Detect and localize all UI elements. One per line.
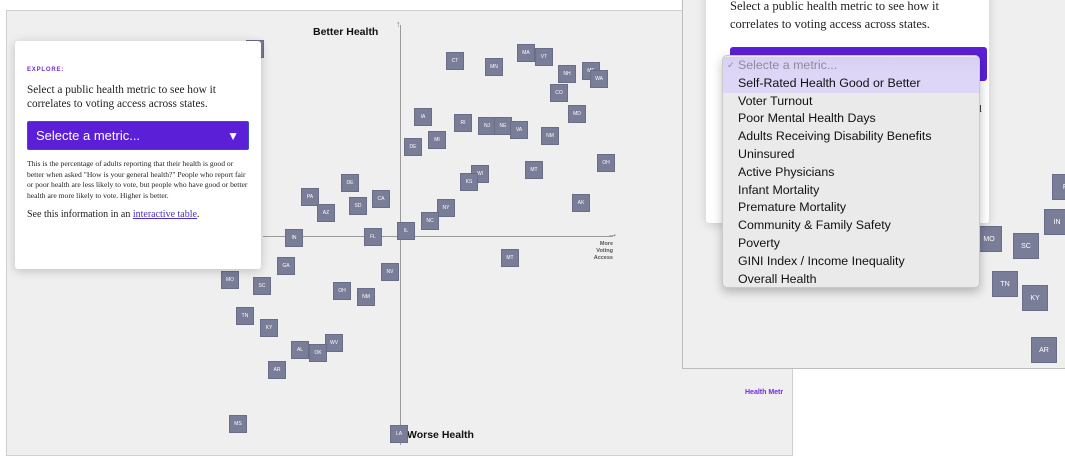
state-marker[interactable]: PA: [301, 188, 319, 206]
dropdown-option[interactable]: Poverty: [738, 235, 781, 250]
state-marker[interactable]: AL: [291, 341, 309, 359]
state-marker[interactable]: FL: [364, 228, 382, 246]
see-table-text: See this information in an interactive t…: [27, 209, 200, 220]
state-marker[interactable]: NM: [541, 127, 559, 145]
check-icon: ✓: [727, 60, 735, 70]
state-marker[interactable]: IL: [397, 222, 415, 240]
axis-arrow-right-icon: →: [607, 228, 618, 240]
state-marker[interactable]: AK: [572, 194, 590, 212]
state-marker[interactable]: MA: [517, 44, 535, 62]
state-marker[interactable]: DE: [341, 174, 359, 192]
state-marker[interactable]: KS: [460, 173, 478, 191]
state-marker[interactable]: KY: [260, 319, 278, 337]
state-marker[interactable]: CT: [446, 52, 464, 70]
dropdown-option[interactable]: Overall Health: [738, 271, 817, 286]
state-marker[interactable]: IA: [414, 108, 432, 126]
state-marker[interactable]: MO: [976, 226, 1002, 252]
state-marker[interactable]: NH: [558, 65, 576, 83]
state-marker[interactable]: NM: [357, 288, 375, 306]
state-marker[interactable]: IN: [1044, 209, 1065, 235]
state-marker[interactable]: MI: [428, 131, 446, 149]
state-marker[interactable]: WV: [325, 334, 343, 352]
explore-prompt: Select a public health metric to see how…: [27, 84, 216, 110]
state-marker[interactable]: KY: [1022, 285, 1048, 311]
state-marker[interactable]: MD: [568, 105, 586, 123]
dropdown-option[interactable]: Poor Mental Health Days: [738, 111, 876, 126]
dropdown-option[interactable]: Voter Turnout: [738, 93, 813, 108]
state-marker[interactable]: TN: [236, 307, 254, 325]
state-marker[interactable]: SC: [253, 277, 271, 295]
dropdown-option[interactable]: Premature Mortality: [738, 200, 847, 215]
state-marker[interactable]: NY: [437, 199, 455, 217]
state-marker[interactable]: NJ: [478, 117, 496, 135]
state-marker[interactable]: OH: [597, 154, 615, 172]
state-marker[interactable]: VT: [535, 48, 553, 66]
dropdown-option[interactable]: Adults Receiving Disability Benefits: [738, 129, 932, 144]
metric-select-label: Selecte a metric...: [36, 128, 141, 143]
state-marker[interactable]: SC: [1013, 233, 1039, 259]
state-marker[interactable]: TN: [992, 271, 1018, 297]
state-marker[interactable]: AR: [1031, 337, 1057, 363]
state-marker[interactable]: MO: [221, 271, 239, 289]
state-marker[interactable]: CO: [550, 84, 568, 102]
dropdown-option[interactable]: Active Physicians: [738, 164, 835, 179]
state-marker[interactable]: CA: [372, 190, 390, 208]
state-marker[interactable]: WA: [590, 70, 608, 88]
dropdown-option[interactable]: Self-Rated Health Good or Better: [723, 74, 979, 93]
explore-card: EXPLORE: Select a public health metric t…: [15, 41, 261, 269]
dropdown-option[interactable]: Community & Family Safety: [738, 218, 891, 233]
state-marker[interactable]: AR: [268, 361, 286, 379]
interactive-table-link[interactable]: interactive table: [132, 209, 197, 220]
state-marker[interactable]: IN: [285, 229, 303, 247]
state-marker[interactable]: F: [1052, 174, 1065, 200]
state-marker[interactable]: VA: [510, 121, 528, 139]
state-marker[interactable]: AZ: [317, 204, 335, 222]
state-marker[interactable]: OK: [309, 344, 327, 362]
state-marker[interactable]: SD: [349, 197, 367, 215]
axis-arrow-up-icon: ↑: [396, 19, 401, 29]
state-marker[interactable]: MN: [485, 58, 503, 76]
metric-dropdown[interactable]: ✓ Selecte a metric... Self-Rated Health …: [722, 55, 980, 288]
state-marker[interactable]: MS: [229, 415, 247, 433]
state-marker[interactable]: LA: [390, 425, 408, 443]
metric-description: This is the percentage of adults reporti…: [27, 159, 248, 200]
state-marker[interactable]: NV: [381, 263, 399, 281]
state-marker[interactable]: DE: [404, 138, 422, 156]
dropdown-option[interactable]: GINI Index / Income Inequality: [738, 253, 905, 268]
state-marker[interactable]: NC: [421, 212, 439, 230]
state-marker[interactable]: OH: [333, 282, 351, 300]
metric-select-button[interactable]: Selecte a metric... ▼: [27, 121, 249, 150]
horizontal-axis-line: [263, 236, 613, 237]
caret-down-icon: ▼: [227, 128, 239, 143]
axis-label-better-health: Better Health: [313, 26, 379, 38]
dropdown-placeholder[interactable]: ✓ Selecte a metric...: [723, 57, 979, 75]
state-marker[interactable]: MT: [525, 161, 543, 179]
explore-eyebrow: EXPLORE:: [27, 67, 65, 73]
scatter-plot-panel: ↑ → Better Health Worse Health More Voti…: [6, 10, 793, 456]
state-marker[interactable]: MT: [501, 249, 519, 267]
state-marker[interactable]: RI: [454, 114, 472, 132]
dropdown-option[interactable]: Infant Mortality: [738, 182, 820, 197]
axis-label-more-voting-access: More Voting Access: [593, 241, 613, 261]
dropdown-option[interactable]: Uninsured: [738, 146, 795, 161]
explore-prompt-zoomed: Select a public health metric to see how…: [730, 0, 939, 31]
axis-label-worse-health: Worse Health: [407, 429, 474, 441]
health-metric-tag: Health Metr: [745, 389, 784, 396]
state-marker[interactable]: GA: [277, 257, 295, 275]
